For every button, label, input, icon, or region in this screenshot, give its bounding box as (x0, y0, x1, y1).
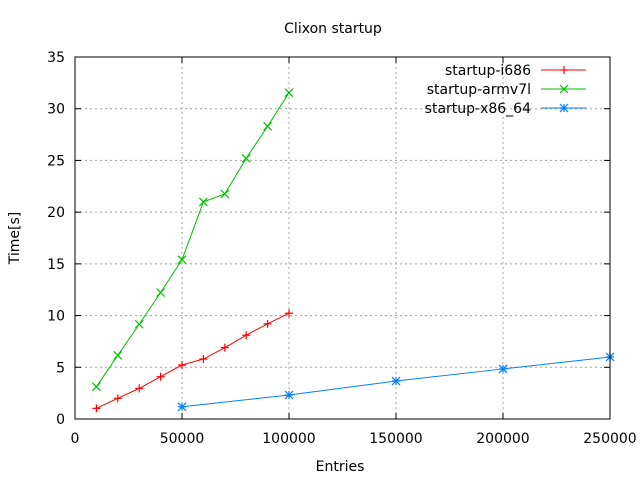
data-point (263, 319, 272, 328)
data-point (498, 364, 508, 374)
x-tick-label: 200000 (476, 431, 529, 447)
legend-marker-stroke (559, 103, 569, 113)
data-point-stroke (177, 255, 187, 265)
data-point (156, 372, 165, 381)
data-point (177, 402, 187, 412)
data-point (113, 394, 122, 403)
data-point (241, 153, 251, 163)
data-point (285, 309, 293, 318)
data-point (156, 288, 166, 297)
x-tick-label: 50000 (160, 431, 205, 447)
data-point-stroke (284, 88, 294, 98)
legend-label: startup-x86_64 (425, 101, 531, 117)
data-point (284, 390, 294, 400)
data-point (198, 197, 208, 207)
legend-marker (560, 66, 568, 74)
data-point (134, 319, 144, 329)
y-tick-label: 35 (47, 50, 65, 66)
data-point-stroke (156, 288, 166, 297)
legend-marker-stroke (559, 84, 569, 94)
y-tick-label: 10 (47, 309, 65, 325)
data-point (242, 331, 251, 340)
y-tick-label: 20 (47, 205, 65, 221)
series-line-startup-i686 (96, 312, 290, 409)
series-line-startup-armv7l (95, 92, 290, 388)
legend-label: startup-armv7l (427, 82, 531, 98)
x-tick-label: 150000 (369, 431, 422, 447)
data-point (135, 384, 144, 393)
y-tick-label: 15 (47, 257, 65, 273)
legend-label: startup-i686 (445, 63, 531, 79)
data-point-stroke (198, 197, 208, 207)
data-point-stroke (498, 364, 508, 374)
plot-frame (74, 56, 611, 420)
data-point (391, 376, 401, 386)
y-tick-label: 30 (47, 102, 65, 118)
data-point (92, 404, 101, 413)
data-point-stroke (113, 350, 123, 360)
data-point-stroke (241, 153, 251, 163)
data-point-stroke (391, 376, 401, 386)
data-point (220, 189, 230, 199)
data-point (284, 88, 294, 98)
y-tick-label: 25 (47, 153, 65, 169)
data-point-stroke (263, 121, 273, 131)
data-point-stroke (220, 189, 230, 199)
data-point (178, 361, 186, 370)
legend-marker (559, 103, 569, 113)
data-point (91, 382, 101, 392)
data-point (263, 121, 273, 131)
x-axis-label: Entries (316, 459, 365, 475)
data-point (177, 255, 187, 265)
chart-title: Clixon startup (284, 21, 382, 37)
x-tick-label: 250000 (583, 431, 636, 447)
data-point (220, 343, 229, 352)
data-point-stroke (134, 319, 144, 329)
x-tick-label: 0 (71, 431, 80, 447)
y-axis-label: Time[s] (7, 212, 23, 265)
data-point (199, 355, 208, 364)
y-tick-label: 5 (56, 360, 65, 376)
y-tick-label: 0 (56, 412, 65, 428)
data-point-stroke (177, 402, 187, 412)
legend-marker (559, 84, 569, 94)
data-point-stroke (284, 390, 294, 400)
x-tick-label: 100000 (262, 431, 315, 447)
data-point-stroke (91, 382, 101, 392)
data-point (113, 350, 123, 360)
